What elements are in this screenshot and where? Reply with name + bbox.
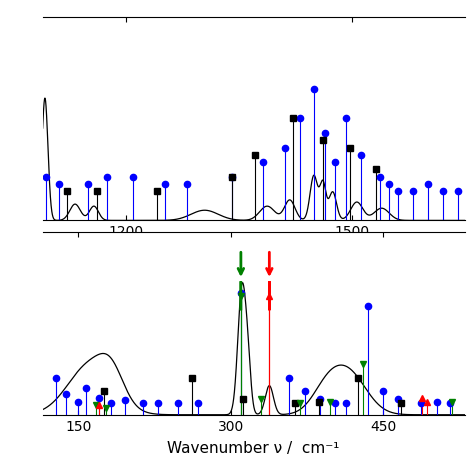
X-axis label: Wavenumber ν /  cm⁻¹: Wavenumber ν / cm⁻¹ xyxy=(167,440,340,456)
